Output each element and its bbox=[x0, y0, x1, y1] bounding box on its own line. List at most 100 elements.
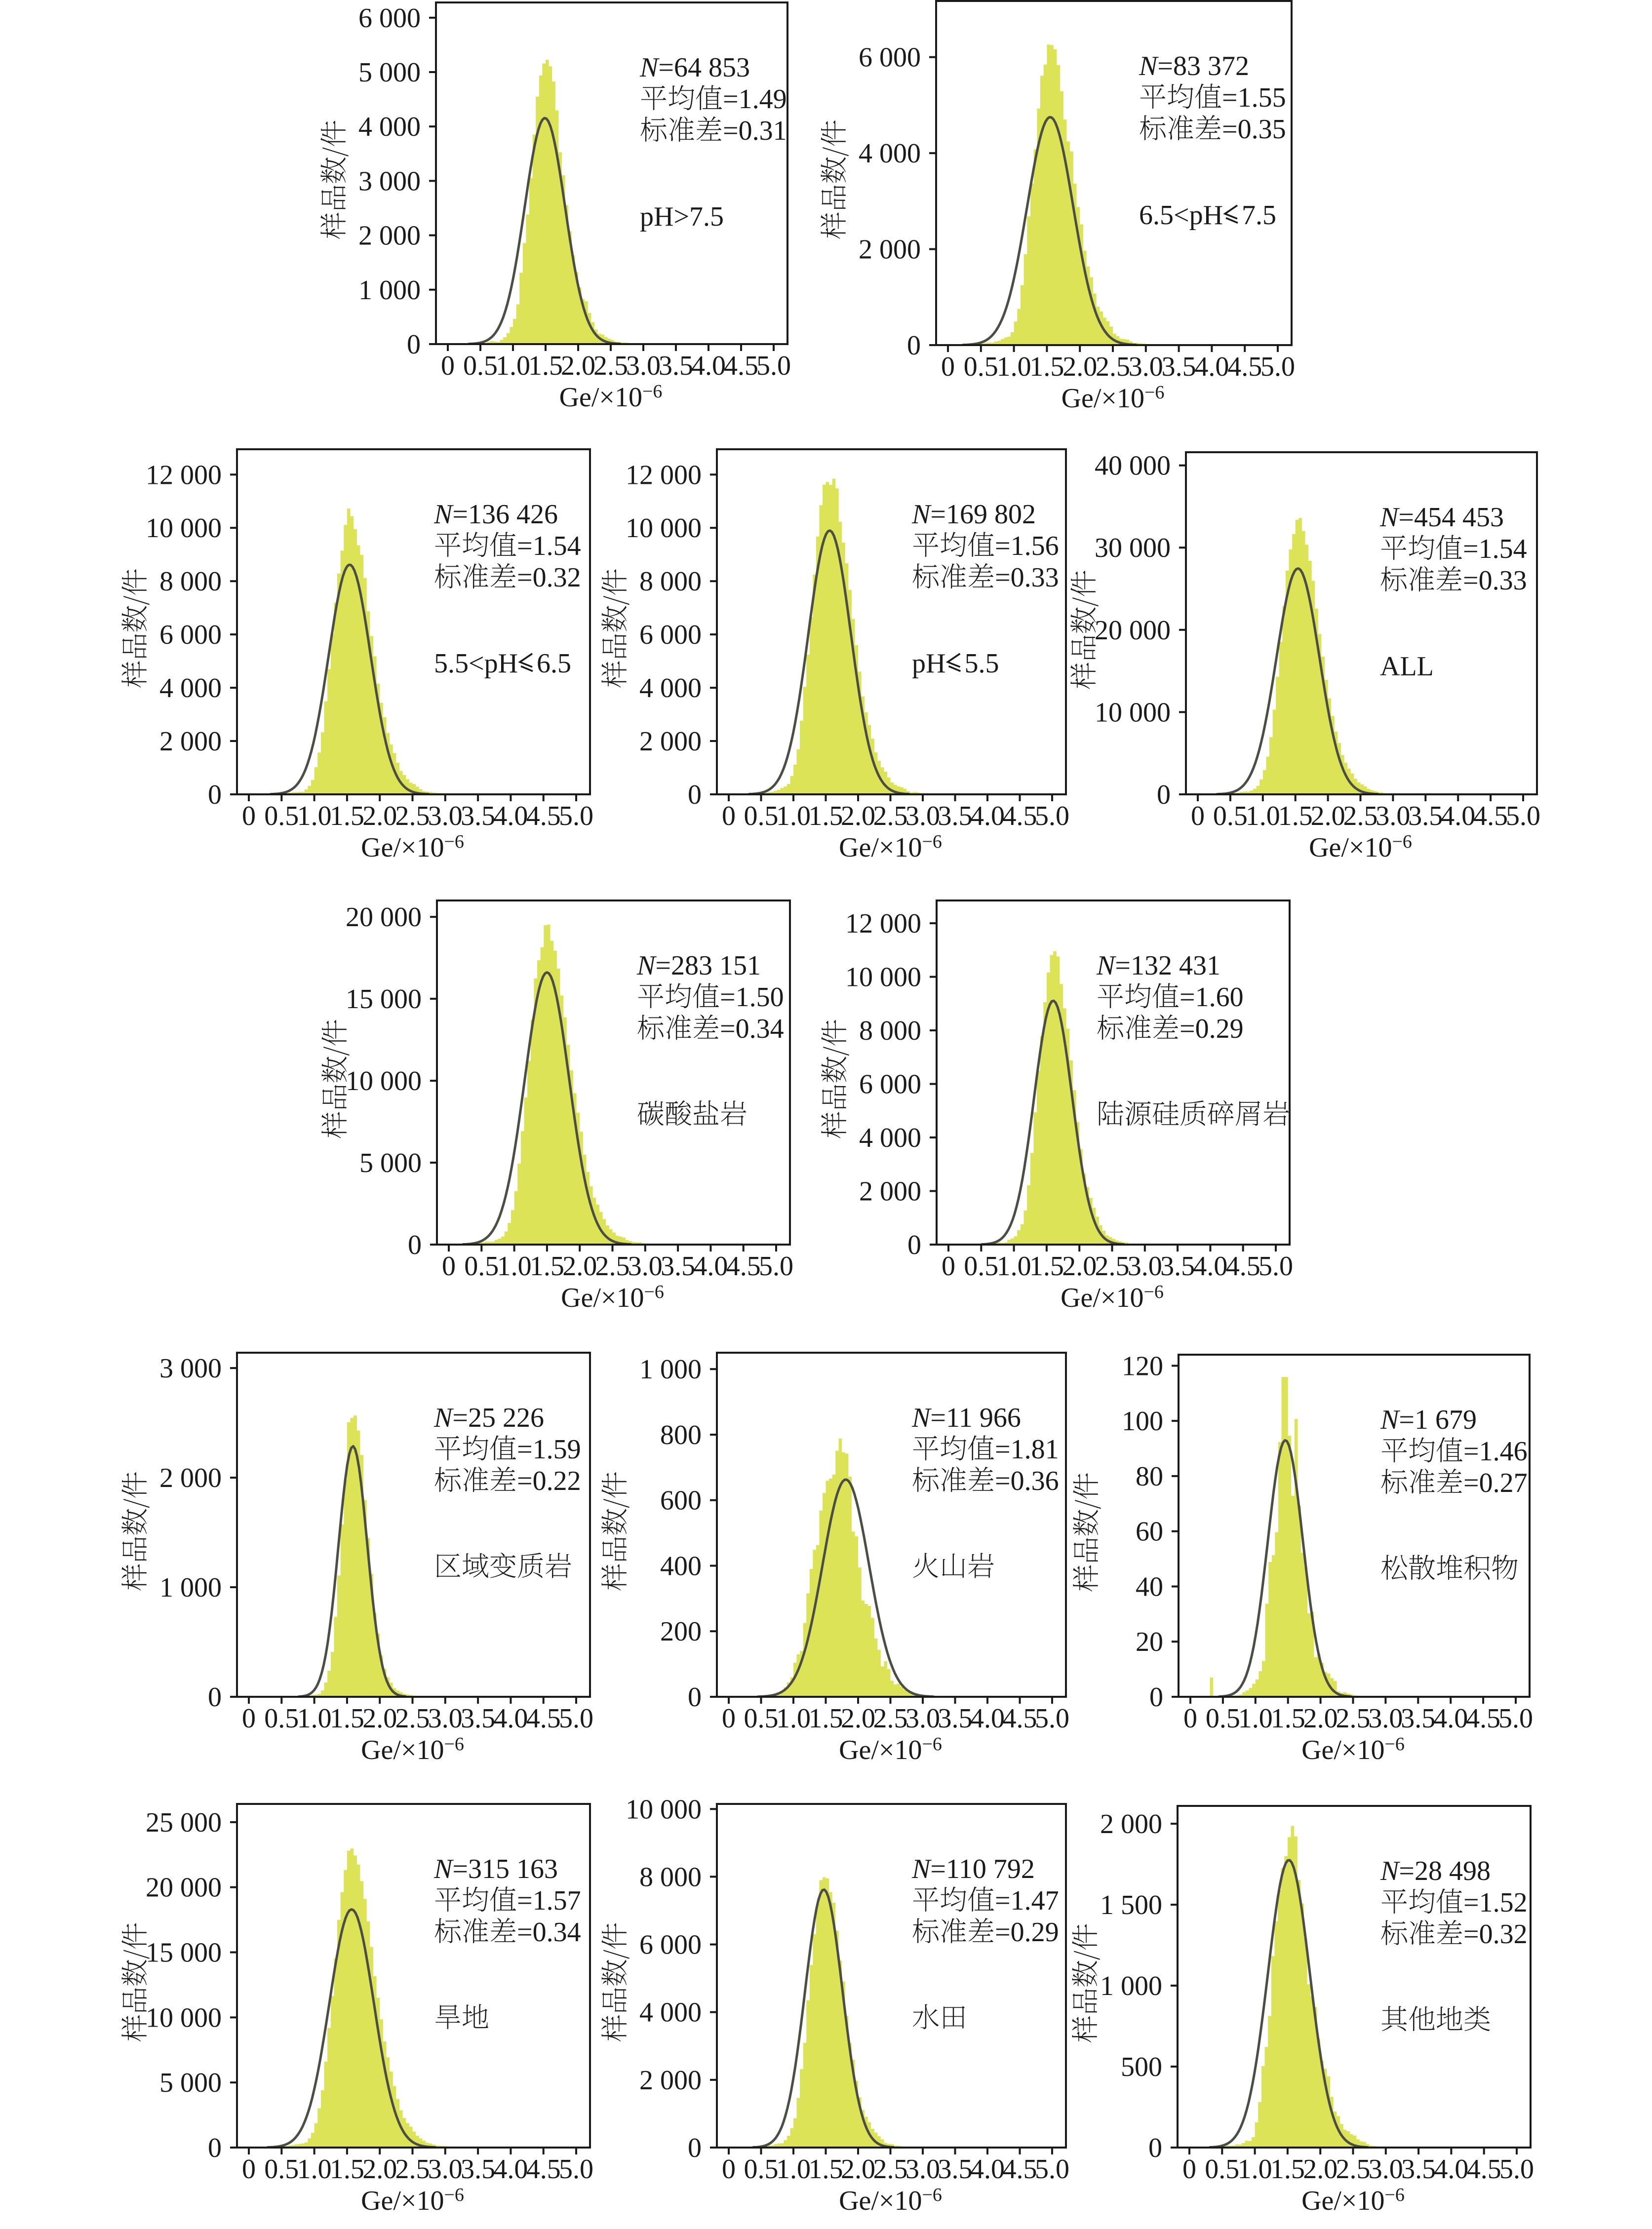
svg-text:1.5: 1.5 bbox=[809, 801, 843, 831]
svg-text:2.0: 2.0 bbox=[561, 351, 595, 381]
svg-text:800: 800 bbox=[660, 1420, 702, 1450]
svg-text:5.0: 5.0 bbox=[1506, 801, 1540, 831]
svg-text:1 000: 1 000 bbox=[159, 1572, 222, 1603]
svg-text:0: 0 bbox=[1182, 2154, 1196, 2185]
svg-text:5.0: 5.0 bbox=[1035, 1703, 1069, 1734]
svg-text:0: 0 bbox=[208, 1682, 222, 1713]
svg-text:=1.57: =1.57 bbox=[517, 1885, 581, 1916]
svg-text:3.5: 3.5 bbox=[1162, 352, 1196, 382]
svg-text:4.5: 4.5 bbox=[1466, 1703, 1500, 1734]
svg-text:0.5: 0.5 bbox=[1205, 2154, 1239, 2185]
svg-text:0: 0 bbox=[242, 1703, 256, 1734]
svg-text:3.5: 3.5 bbox=[461, 801, 495, 831]
svg-text:0: 0 bbox=[242, 2154, 256, 2185]
svg-text:=1.52: =1.52 bbox=[1463, 1887, 1528, 1918]
svg-text:4.0: 4.0 bbox=[1194, 352, 1229, 382]
svg-text:12 000: 12 000 bbox=[146, 460, 222, 490]
svg-text:4.5: 4.5 bbox=[1227, 352, 1262, 382]
svg-text:2.0: 2.0 bbox=[362, 1703, 397, 1734]
svg-text:10 000: 10 000 bbox=[146, 2002, 222, 2033]
svg-text:0: 0 bbox=[208, 2133, 222, 2163]
svg-text:=1.54: =1.54 bbox=[1463, 534, 1527, 564]
svg-text:0: 0 bbox=[1149, 1682, 1163, 1713]
svg-text:2.5: 2.5 bbox=[1096, 352, 1130, 382]
svg-text:2 000: 2 000 bbox=[859, 1176, 921, 1207]
svg-text:N=25 226: N=25 226 bbox=[433, 1403, 544, 1433]
svg-text:2 000: 2 000 bbox=[159, 1463, 222, 1493]
svg-text:3.0: 3.0 bbox=[905, 2154, 940, 2185]
svg-text:4.5: 4.5 bbox=[724, 351, 758, 381]
svg-text:N=315 163: N=315 163 bbox=[433, 1854, 558, 1884]
svg-text:0.5: 0.5 bbox=[463, 351, 498, 381]
svg-text:500: 500 bbox=[1121, 2052, 1162, 2082]
svg-text:3.0: 3.0 bbox=[1369, 2154, 1403, 2185]
svg-text:3.5: 3.5 bbox=[661, 1251, 695, 1282]
svg-text:40 000: 40 000 bbox=[1095, 451, 1171, 481]
svg-text:1.5: 1.5 bbox=[809, 2154, 843, 2185]
svg-text:10 000: 10 000 bbox=[845, 962, 921, 993]
svg-text:5.0: 5.0 bbox=[759, 1251, 793, 1282]
svg-text:400: 400 bbox=[660, 1551, 702, 1582]
svg-text:=0.35: =0.35 bbox=[1222, 114, 1286, 145]
svg-text:=1.50: =1.50 bbox=[720, 982, 784, 1013]
svg-text:N=28 498: N=28 498 bbox=[1380, 1856, 1491, 1886]
svg-text:2 000: 2 000 bbox=[159, 726, 222, 757]
svg-text:1.5: 1.5 bbox=[528, 351, 563, 381]
svg-text:N=1 679: N=1 679 bbox=[1380, 1405, 1477, 1435]
svg-text:4.0: 4.0 bbox=[1434, 2154, 1468, 2185]
svg-text:1.0: 1.0 bbox=[297, 2154, 332, 2185]
svg-text:=0.27: =0.27 bbox=[1463, 1468, 1528, 1498]
svg-text:600: 600 bbox=[660, 1486, 702, 1516]
svg-text:1.5: 1.5 bbox=[330, 801, 364, 831]
svg-text:5.0: 5.0 bbox=[559, 801, 593, 831]
svg-text:3.0: 3.0 bbox=[628, 1251, 663, 1282]
svg-text:3.0: 3.0 bbox=[626, 351, 661, 381]
svg-text:3.0: 3.0 bbox=[428, 801, 463, 831]
svg-text:1.0: 1.0 bbox=[997, 1251, 1031, 1282]
svg-text:3.5: 3.5 bbox=[461, 1703, 495, 1734]
svg-text:4.5: 4.5 bbox=[1003, 801, 1037, 831]
svg-text:1.5: 1.5 bbox=[1270, 2154, 1305, 2185]
svg-text:4.0: 4.0 bbox=[1193, 1251, 1227, 1282]
svg-text:20: 20 bbox=[1136, 1627, 1163, 1657]
svg-text:pH>7.5: pH>7.5 bbox=[640, 201, 724, 232]
svg-text:4.5: 4.5 bbox=[526, 1703, 561, 1734]
svg-text:1 000: 1 000 bbox=[1100, 1971, 1162, 2001]
svg-text:2.5: 2.5 bbox=[873, 1703, 908, 1734]
svg-text:2 000: 2 000 bbox=[1100, 1809, 1162, 1839]
svg-text:10 000: 10 000 bbox=[626, 1794, 702, 1825]
svg-text:0: 0 bbox=[907, 330, 921, 361]
svg-text:8 000: 8 000 bbox=[639, 566, 702, 597]
svg-text:=0.29: =0.29 bbox=[995, 1917, 1059, 1948]
svg-text:3.0: 3.0 bbox=[905, 801, 940, 831]
svg-text:6 000: 6 000 bbox=[639, 620, 702, 650]
svg-text:=1.56: =1.56 bbox=[995, 531, 1059, 561]
svg-text:15 000: 15 000 bbox=[146, 1938, 222, 1968]
svg-text:20 000: 20 000 bbox=[346, 902, 422, 933]
svg-text:=0.33: =0.33 bbox=[995, 562, 1059, 593]
svg-text:4.0: 4.0 bbox=[493, 2154, 528, 2185]
svg-text:2.5: 2.5 bbox=[1336, 2154, 1371, 2185]
svg-text:0.5: 0.5 bbox=[744, 1703, 779, 1734]
svg-text:6 000: 6 000 bbox=[859, 42, 921, 73]
svg-text:=1.59: =1.59 bbox=[517, 1434, 581, 1465]
svg-text:20 000: 20 000 bbox=[1095, 615, 1171, 646]
svg-text:4.5: 4.5 bbox=[726, 1251, 761, 1282]
svg-text:=1.49: =1.49 bbox=[723, 84, 787, 115]
svg-text:6 000: 6 000 bbox=[358, 3, 421, 34]
svg-text:2.0: 2.0 bbox=[1303, 1703, 1338, 1734]
svg-text:0.5: 0.5 bbox=[964, 1251, 998, 1282]
svg-text:2.5: 2.5 bbox=[873, 2154, 908, 2185]
svg-text:pH: pH bbox=[912, 648, 945, 679]
svg-text:1.5: 1.5 bbox=[330, 1703, 364, 1734]
svg-text:3.0: 3.0 bbox=[1368, 1703, 1403, 1734]
svg-text:1.0: 1.0 bbox=[997, 352, 1031, 382]
svg-text:3.5: 3.5 bbox=[461, 2154, 495, 2185]
svg-text:4 000: 4 000 bbox=[639, 1997, 702, 2028]
svg-text:5.0: 5.0 bbox=[1499, 2154, 1534, 2185]
svg-text:4 000: 4 000 bbox=[859, 1123, 921, 1153]
svg-text:0.5: 0.5 bbox=[1206, 1703, 1240, 1734]
svg-text:30 000: 30 000 bbox=[1095, 533, 1171, 563]
svg-text:1 000: 1 000 bbox=[639, 1354, 702, 1385]
svg-text:1 000: 1 000 bbox=[358, 275, 421, 306]
